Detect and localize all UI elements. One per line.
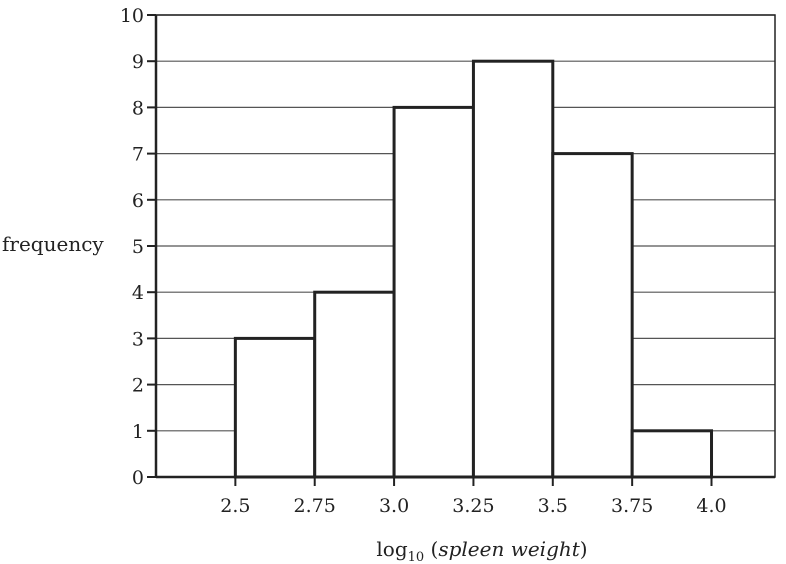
histogram-bar [313, 290, 396, 479]
y-tick-label: 6 [132, 190, 144, 212]
x-axis-label-variable: spleen weight [438, 537, 580, 561]
y-tick-label: 2 [132, 375, 144, 397]
y-tick-label: 0 [132, 467, 144, 489]
histogram-bar [392, 105, 475, 479]
y-tick-label: 8 [132, 97, 144, 119]
x-tick-label: 3.25 [452, 495, 494, 517]
x-tick-label: 3.0 [379, 495, 409, 517]
y-tick-label: 7 [132, 144, 144, 166]
y-tick-label: 9 [132, 51, 144, 73]
y-axis-label: frequency [2, 232, 104, 256]
axes [147, 14, 776, 486]
x-tick-label: 2.5 [220, 495, 250, 517]
x-tick-label: 4.0 [696, 495, 726, 517]
histogram-bar [551, 152, 634, 479]
histogram-bar [630, 429, 714, 479]
x-tick-label: 3.5 [538, 495, 568, 517]
x-tick-labels: 2.5 2.75 3.0 3.25 3.5 3.75 4.0 [220, 495, 726, 517]
y-tick-label: 3 [132, 328, 144, 350]
histogram-bar [233, 336, 317, 479]
x-axis-label-close-paren: ) [580, 537, 588, 561]
y-tick-labels: 0 1 2 3 4 5 6 7 8 9 10 [120, 5, 144, 489]
y-tick-label: 5 [132, 236, 144, 258]
x-axis-label-open-paren: ( [424, 537, 438, 561]
x-axis-label-subscript: 10 [408, 550, 425, 564]
y-tick-label: 4 [132, 282, 144, 304]
histogram-bars [233, 59, 714, 479]
y-tick-label: 10 [120, 5, 144, 27]
histogram-bar [471, 59, 555, 479]
x-tick-label: 2.75 [294, 495, 336, 517]
x-axis-label-prefix: log [376, 537, 407, 561]
x-tick-label: 3.75 [611, 495, 653, 517]
x-axis-label: log10 (spleen weight) [376, 537, 587, 564]
y-tick-label: 1 [132, 421, 144, 443]
